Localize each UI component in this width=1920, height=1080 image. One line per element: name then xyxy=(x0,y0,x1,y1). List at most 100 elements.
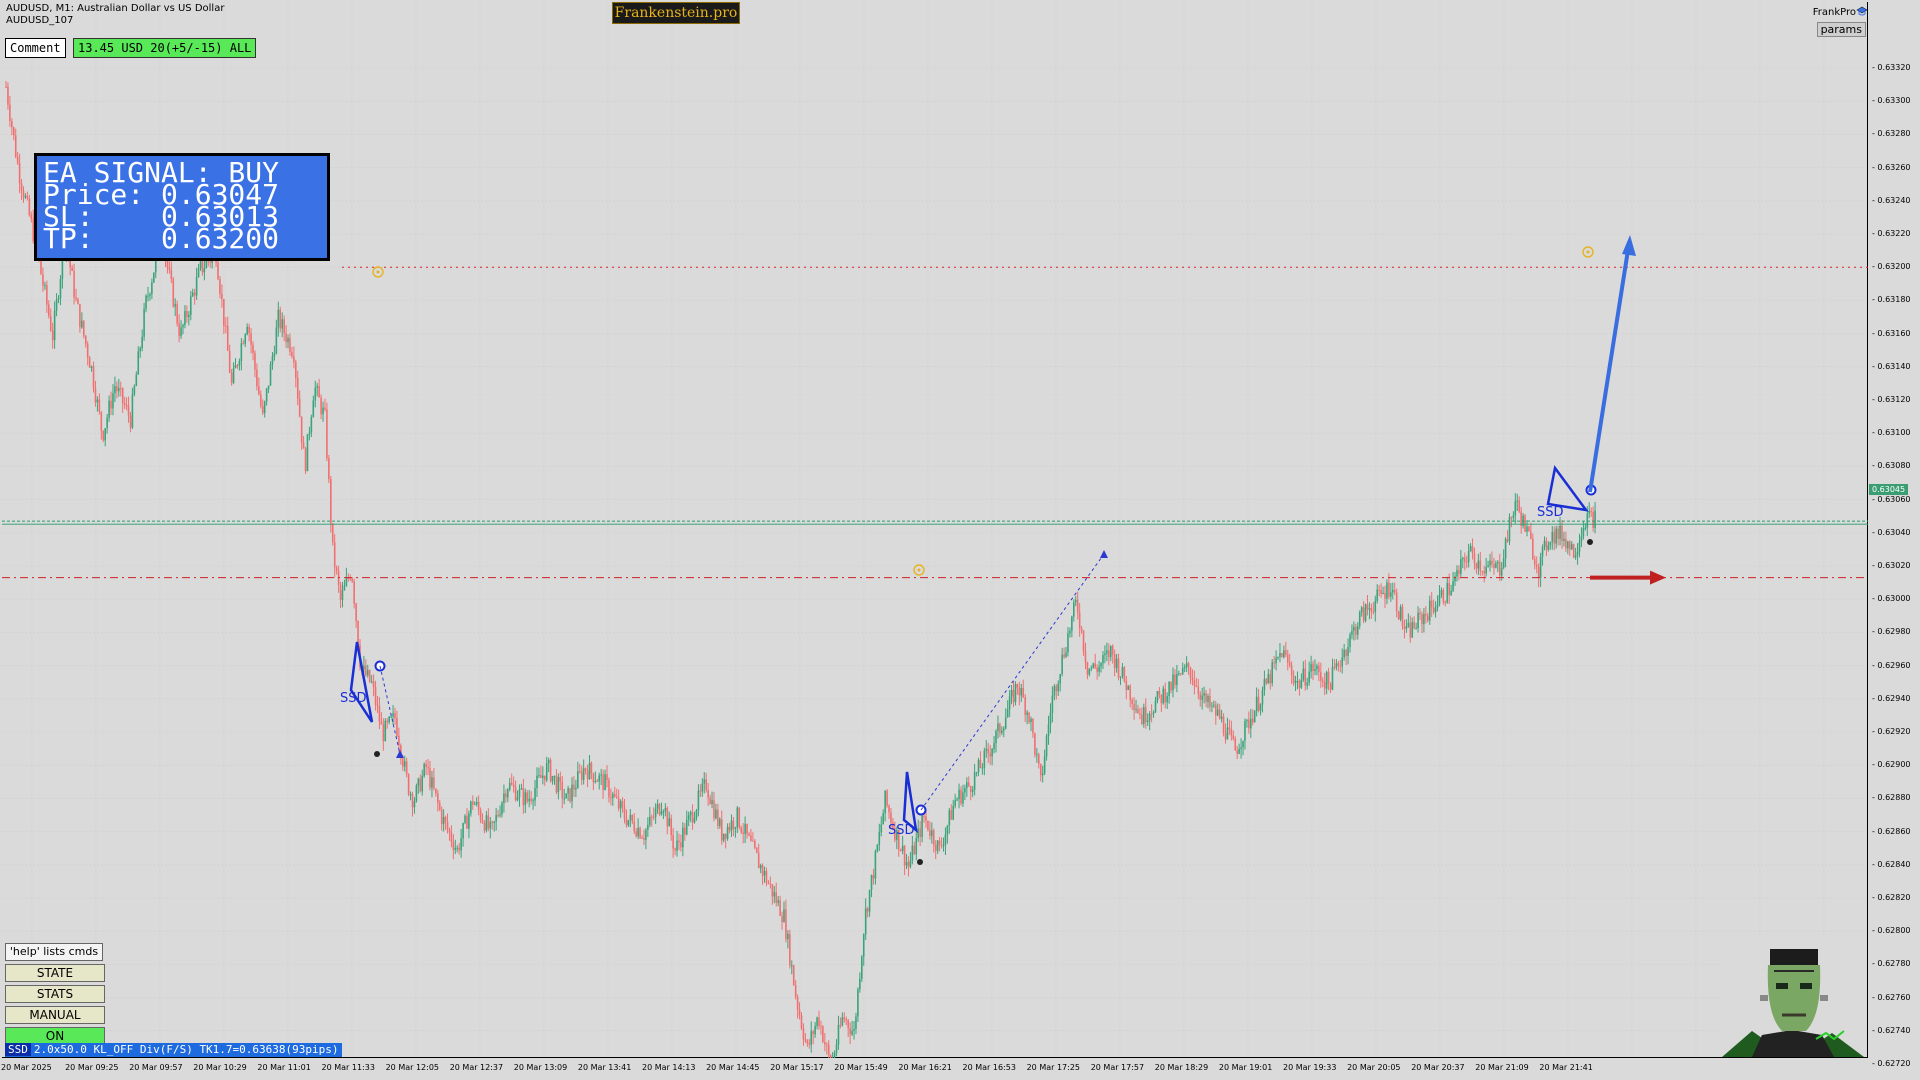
candle-body xyxy=(738,807,741,828)
candle-body xyxy=(1240,747,1242,749)
candle-body xyxy=(654,808,657,817)
candle-body xyxy=(1211,705,1213,707)
candle-body xyxy=(81,320,83,328)
candle-body xyxy=(1127,685,1130,690)
candle-body xyxy=(973,772,976,790)
candle-body xyxy=(948,810,951,826)
price-axis-label: - 0.62780 xyxy=(1872,959,1911,969)
candle-body xyxy=(720,819,723,841)
brand-logo[interactable]: Frankenstein.pro xyxy=(612,2,740,24)
candle-body xyxy=(859,978,861,990)
candle-body xyxy=(853,1028,855,1031)
candle-body xyxy=(829,1055,832,1058)
stats-button[interactable]: STATS xyxy=(5,985,105,1003)
candle-body xyxy=(18,163,21,184)
candle-body xyxy=(172,278,175,307)
candle-body xyxy=(507,789,509,798)
state-button[interactable]: STATE xyxy=(5,964,105,982)
candle-body xyxy=(153,272,155,283)
candle-body xyxy=(363,665,365,670)
manual-button[interactable]: MANUAL xyxy=(5,1006,105,1024)
candle-body xyxy=(1209,696,1211,707)
candle-body xyxy=(606,774,608,780)
candle-body xyxy=(1230,729,1233,736)
comment-field[interactable]: Comment xyxy=(5,38,66,58)
candle-body xyxy=(1008,696,1011,710)
candle-body xyxy=(1370,608,1373,612)
candle-body xyxy=(847,1020,849,1029)
candle-body xyxy=(339,584,342,600)
candle-body xyxy=(999,723,1001,733)
candle-body xyxy=(540,775,542,778)
candle-body xyxy=(1425,613,1427,616)
candle-body xyxy=(711,800,713,804)
candle-body xyxy=(1360,607,1363,613)
candle-body xyxy=(1026,712,1028,715)
candle-body xyxy=(610,797,612,799)
params-button[interactable]: params xyxy=(1816,22,1866,37)
candle-body xyxy=(86,344,89,358)
candle-body xyxy=(283,319,285,334)
candle-body xyxy=(724,833,727,839)
candle-body xyxy=(1428,600,1431,621)
candle-body xyxy=(1154,700,1157,713)
candle-body xyxy=(1438,594,1441,605)
candle-body xyxy=(901,845,904,851)
candle-body xyxy=(868,889,871,912)
candle-body xyxy=(814,1025,816,1035)
candle-body xyxy=(219,279,221,295)
candle-body xyxy=(1390,592,1392,597)
candle-body xyxy=(423,764,425,776)
candle-body xyxy=(1294,681,1297,684)
candle-body xyxy=(689,812,692,816)
candle-body xyxy=(436,793,439,803)
candle-body xyxy=(1016,684,1019,688)
candle-body xyxy=(931,830,933,836)
candle-body xyxy=(750,835,752,841)
candle-body xyxy=(14,135,17,157)
candle-body xyxy=(1356,625,1359,635)
candle-body xyxy=(1170,681,1172,691)
candle-body xyxy=(894,827,896,840)
balance-badge: 13.45 USD 20(+5/-15) ALL xyxy=(73,38,257,58)
candle-body xyxy=(812,1031,814,1035)
candle-body xyxy=(293,356,295,363)
candle-body xyxy=(1267,674,1270,684)
candle-body xyxy=(1028,712,1030,723)
time-axis-label: 20 Mar 15:49 xyxy=(834,1063,888,1072)
candle-body xyxy=(518,789,521,798)
candle-body xyxy=(876,845,879,852)
candle-body xyxy=(125,405,128,407)
candle-body xyxy=(818,1017,820,1027)
candle-body xyxy=(861,956,863,979)
candle-body xyxy=(59,279,62,299)
candle-body xyxy=(1133,704,1135,710)
candle-body xyxy=(967,782,970,787)
candle-body xyxy=(425,764,427,768)
candle-body xyxy=(312,400,315,418)
candle-body xyxy=(794,985,797,997)
candle-body xyxy=(1421,614,1423,625)
graduation-cap-icon[interactable] xyxy=(1856,5,1868,17)
candle-body xyxy=(781,915,783,922)
candle-body xyxy=(1257,696,1260,711)
candle-body xyxy=(715,809,717,819)
candle-body xyxy=(1498,561,1501,576)
candle-body xyxy=(913,845,916,855)
candle-body xyxy=(137,351,140,375)
candle-body xyxy=(1413,622,1415,629)
candle-body xyxy=(189,296,192,316)
candle-body xyxy=(1061,654,1063,674)
sun-icon-center xyxy=(917,568,921,572)
candle-body xyxy=(1152,712,1155,714)
candle-body xyxy=(705,779,707,790)
candle-body xyxy=(178,323,180,337)
candle-body xyxy=(174,304,177,307)
candle-body xyxy=(139,348,142,352)
candle-body xyxy=(1430,600,1433,608)
candle-body xyxy=(1246,719,1248,722)
candle-body xyxy=(207,260,210,262)
candle-body xyxy=(510,782,513,785)
candle-body xyxy=(435,788,437,794)
candle-body xyxy=(1487,565,1489,567)
